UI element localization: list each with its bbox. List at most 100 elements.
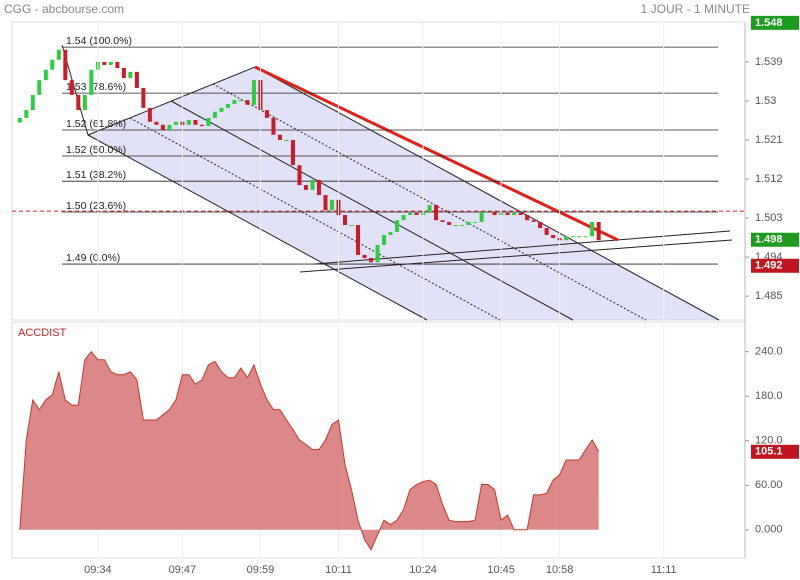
fib-label: 1.49 (0.0%) [66, 252, 120, 264]
candle [486, 211, 491, 213]
timeframe: 1 JOUR - 1 MINUTE [641, 2, 750, 16]
candle [323, 195, 328, 211]
candle [525, 215, 530, 221]
price-label: 1.492 [755, 260, 783, 272]
candle [551, 234, 556, 239]
candle [414, 212, 419, 216]
x-tick-label: 10:24 [409, 564, 437, 576]
candle [108, 61, 113, 65]
y-tick-label: 240.0 [755, 346, 783, 358]
candle [538, 221, 543, 229]
x-tick-label: 09:59 [247, 564, 275, 576]
candle [479, 211, 484, 222]
candle [596, 221, 601, 241]
candle [63, 49, 68, 81]
candle [316, 179, 321, 196]
channel-line [254, 66, 720, 321]
candle [382, 234, 387, 245]
candle [512, 212, 517, 216]
candle [199, 124, 204, 127]
y-tick-label: 0.000 [755, 524, 783, 536]
candle [343, 215, 348, 226]
fib-label: 1.54 (100.0%) [66, 35, 132, 47]
candle [408, 212, 413, 216]
x-tick-label: 10:45 [487, 564, 515, 576]
candle [167, 124, 172, 131]
candle [206, 117, 211, 127]
candle [232, 100, 237, 104]
resistance-line [254, 65, 619, 242]
candle [570, 236, 575, 238]
channel-line [87, 134, 428, 321]
trend-line [314, 230, 731, 265]
candle [583, 236, 588, 238]
candle [76, 94, 81, 111]
chart-title: CGG - abcbourse.com [4, 2, 124, 16]
price-label-box [751, 15, 799, 30]
candle [349, 225, 354, 227]
price-label: 1.498 [755, 234, 783, 246]
y-tick-label: 1.503 [755, 212, 783, 224]
candle [121, 67, 126, 78]
candle [264, 110, 269, 118]
area [19, 351, 599, 550]
indicator-title: ACCDIST [18, 327, 67, 339]
candle [388, 231, 393, 235]
candle [401, 215, 406, 221]
candle [284, 139, 289, 141]
channel-line [170, 100, 574, 321]
candle [134, 71, 139, 88]
candle [303, 185, 308, 190]
candle [492, 211, 497, 216]
candle [544, 228, 549, 235]
y-tick-label: 1.485 [755, 290, 783, 302]
fib-label: 1.52 (50.0%) [66, 144, 126, 156]
x-tick-label: 09:34 [84, 564, 112, 576]
candle [590, 221, 595, 237]
y-tick-label: 1.512 [755, 173, 783, 185]
candle [356, 225, 361, 255]
candle [141, 87, 146, 108]
candle [505, 212, 510, 216]
price-label: 1.548 [755, 17, 783, 29]
candle [17, 117, 22, 123]
candle [271, 117, 276, 135]
candle [115, 61, 120, 68]
candle [154, 121, 159, 125]
candle [147, 107, 152, 122]
candle [277, 134, 282, 140]
y-tick-label: 1.53 [755, 95, 776, 107]
y-tick-label: 120.0 [755, 435, 783, 447]
candle [225, 103, 230, 108]
candle [186, 120, 191, 125]
y-tick-label: 1.539 [755, 56, 783, 68]
candle [238, 100, 243, 102]
candle [440, 220, 445, 222]
candle [362, 254, 367, 258]
area-line [19, 350, 600, 551]
candle [37, 80, 42, 95]
candle [193, 120, 198, 125]
fib-label: 1.52 (61.8%) [66, 118, 126, 130]
candle [460, 225, 465, 227]
price-label-box [751, 258, 799, 273]
candle [290, 139, 295, 166]
candle [82, 94, 87, 111]
candle [395, 220, 400, 232]
x-tick-label: 11:11 [651, 564, 677, 576]
candle [89, 69, 94, 95]
fib-label: 1.53 (78.6%) [66, 81, 126, 93]
candle [245, 100, 250, 105]
candle [160, 124, 165, 131]
price-label-box [751, 232, 799, 247]
value-label-box [751, 444, 799, 459]
fib-label: 1.50 (23.6%) [66, 200, 126, 212]
candle [369, 257, 374, 263]
candle [173, 121, 178, 125]
candle [564, 236, 569, 241]
x-tick-label: 09:47 [169, 564, 197, 576]
candle [212, 111, 217, 118]
candle [310, 179, 315, 190]
y-tick-label: 180.0 [755, 390, 783, 402]
